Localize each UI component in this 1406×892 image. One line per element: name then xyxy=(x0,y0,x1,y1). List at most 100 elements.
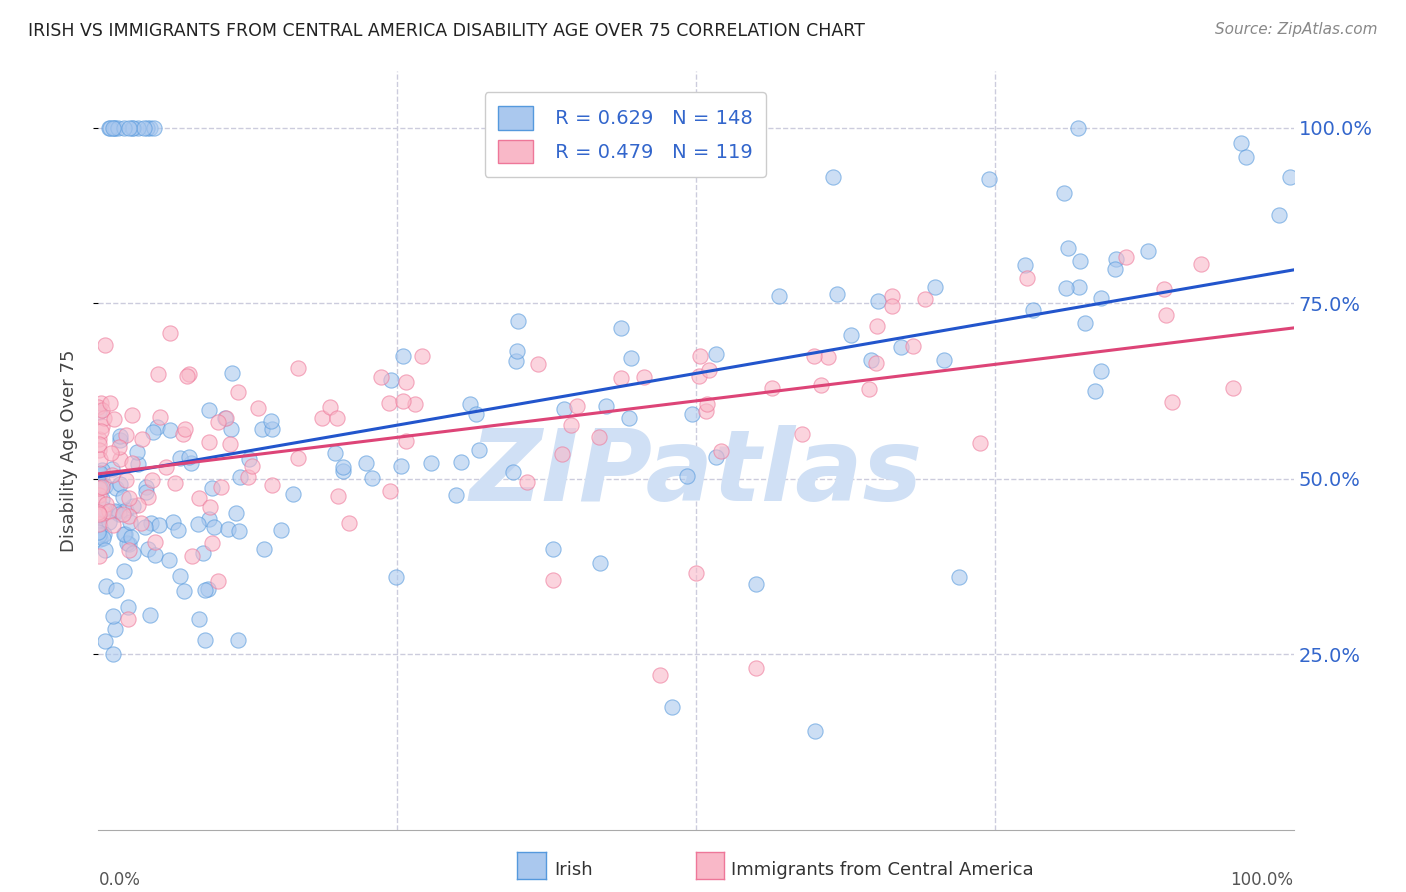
Point xyxy=(858,382,880,396)
Point xyxy=(209,480,232,494)
Point xyxy=(866,319,889,334)
Point xyxy=(87,405,110,419)
Point xyxy=(804,724,827,739)
Point xyxy=(100,467,122,482)
Point xyxy=(207,415,229,429)
Point xyxy=(745,577,768,591)
Point xyxy=(328,489,350,503)
Point xyxy=(420,456,443,470)
Point xyxy=(411,349,433,363)
Text: ZIPatlas: ZIPatlas xyxy=(470,425,922,522)
Point xyxy=(89,520,111,534)
Point xyxy=(112,120,135,135)
Point xyxy=(87,512,110,526)
Point xyxy=(1153,282,1175,296)
Point xyxy=(139,516,162,530)
Point xyxy=(704,450,727,464)
Point xyxy=(93,502,115,516)
Point xyxy=(1189,257,1212,271)
Point xyxy=(121,120,143,135)
Point xyxy=(172,427,194,442)
Point xyxy=(217,522,239,536)
Point xyxy=(87,400,110,414)
Point xyxy=(689,349,711,363)
Point xyxy=(90,480,112,494)
Point xyxy=(141,473,163,487)
Point xyxy=(97,120,120,135)
Point xyxy=(685,566,707,581)
Point xyxy=(1074,316,1097,330)
Point xyxy=(392,393,415,408)
Point xyxy=(281,487,304,501)
Point xyxy=(165,475,187,490)
Point xyxy=(226,633,249,648)
Point xyxy=(87,507,110,521)
Point xyxy=(118,542,141,557)
Point xyxy=(865,356,887,370)
Point xyxy=(108,434,131,448)
Point xyxy=(90,468,112,483)
Point xyxy=(115,535,138,549)
Point xyxy=(94,479,117,493)
Point xyxy=(326,411,349,425)
Point xyxy=(146,367,169,381)
Point xyxy=(169,451,191,466)
Point xyxy=(193,546,215,560)
Point xyxy=(120,530,142,544)
Point xyxy=(87,528,110,542)
Point xyxy=(100,462,122,476)
Point xyxy=(1053,186,1076,201)
Point xyxy=(87,481,110,495)
Point xyxy=(101,518,124,533)
Point xyxy=(127,498,149,512)
Point xyxy=(103,412,125,426)
Point xyxy=(589,556,612,570)
Point xyxy=(311,411,333,425)
Point xyxy=(100,446,122,460)
Point xyxy=(98,396,121,410)
Point xyxy=(173,584,195,599)
Point xyxy=(91,418,114,433)
Point xyxy=(93,410,115,425)
Point xyxy=(620,351,643,365)
Point xyxy=(139,120,162,135)
Point xyxy=(121,457,143,471)
Point xyxy=(648,668,672,682)
Point xyxy=(527,358,550,372)
Point xyxy=(98,120,121,135)
Point xyxy=(115,503,138,517)
Point xyxy=(1268,208,1291,222)
Point xyxy=(110,452,132,467)
Point xyxy=(117,612,139,626)
Point xyxy=(89,549,111,564)
Point xyxy=(467,442,489,457)
Point xyxy=(661,699,683,714)
Point xyxy=(138,608,160,623)
Point xyxy=(180,456,202,470)
Point xyxy=(101,609,124,624)
Point xyxy=(90,463,112,477)
Point xyxy=(125,444,148,458)
Point xyxy=(287,450,309,465)
Point xyxy=(94,579,117,593)
Point xyxy=(839,328,862,343)
Point xyxy=(136,542,159,557)
Point xyxy=(932,352,955,367)
Point xyxy=(901,339,924,353)
Point xyxy=(112,508,135,522)
Point xyxy=(148,518,170,533)
Point xyxy=(89,452,111,467)
Point xyxy=(108,428,131,442)
Point xyxy=(860,352,883,367)
Point xyxy=(177,367,200,381)
Point xyxy=(167,524,190,538)
Point xyxy=(173,422,195,436)
Point xyxy=(112,527,135,541)
Point xyxy=(197,403,219,417)
Point xyxy=(354,456,377,470)
Point xyxy=(823,170,845,185)
Point xyxy=(810,378,832,392)
Point xyxy=(181,549,204,563)
Point xyxy=(1022,302,1045,317)
Point xyxy=(361,470,384,484)
